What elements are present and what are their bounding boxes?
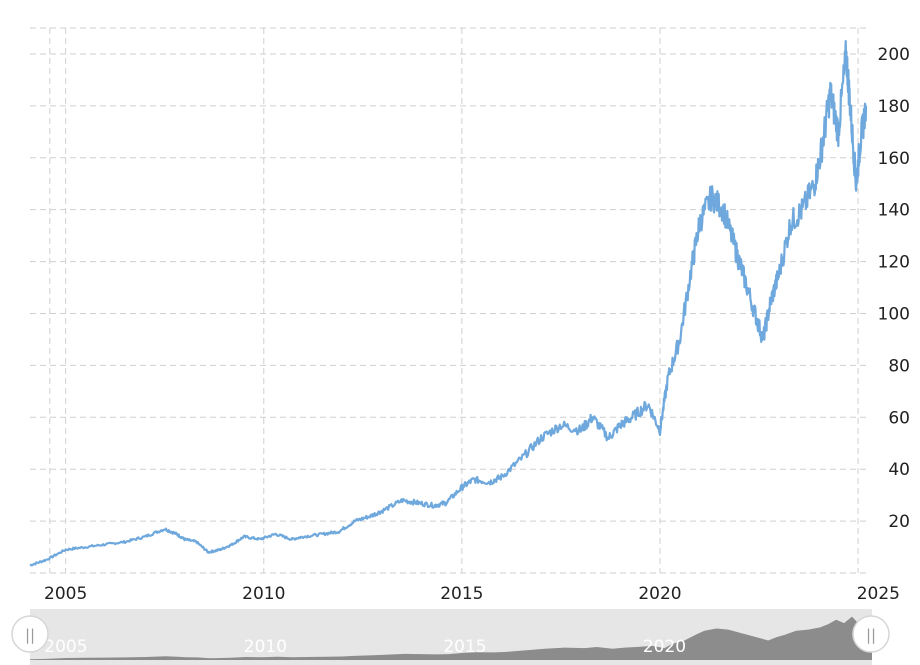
y-tick-label: 100 xyxy=(878,304,910,324)
price-line xyxy=(29,40,868,567)
x-tick-label: 2020 xyxy=(638,584,681,604)
y-tick-label: 60 xyxy=(888,408,910,428)
left-handle-knob[interactable] xyxy=(11,615,49,653)
navigator-year-label: 2010 xyxy=(244,637,287,657)
navigator-labels: 2005 2010 2015 2020 xyxy=(44,637,686,657)
x-tick-label: 2025 xyxy=(857,584,900,604)
navigator-year-label: 2020 xyxy=(643,637,686,657)
navigator-year-label: 2015 xyxy=(443,637,486,657)
y-tick-label: 20 xyxy=(888,512,910,532)
right-handle-grip: || xyxy=(866,626,876,644)
grid-lines xyxy=(30,27,866,573)
x-tick-label: 2005 xyxy=(44,584,87,604)
y-tick-label: 180 xyxy=(878,97,910,117)
range-navigator[interactable]: 2005 2010 2015 2020 || || xyxy=(11,609,890,665)
y-tick-label: 200 xyxy=(878,45,910,65)
y-tick-label: 80 xyxy=(888,356,910,376)
y-tick-label: 160 xyxy=(878,149,910,169)
navigator-right-handle[interactable]: || xyxy=(852,615,890,653)
navigator-area xyxy=(30,616,872,660)
y-axis-ticks: 20 40 60 80 100 120 140 160 180 200 xyxy=(878,45,910,532)
left-handle-grip: || xyxy=(25,626,35,644)
navigator-year-label: 2005 xyxy=(44,637,87,657)
y-tick-label: 120 xyxy=(878,253,910,273)
y-tick-label: 40 xyxy=(888,460,910,480)
x-tick-label: 2015 xyxy=(440,584,483,604)
navigator-left-handle[interactable]: || xyxy=(11,615,49,653)
x-tick-label: 2010 xyxy=(242,584,285,604)
x-axis-ticks: 2005 2010 2015 2020 2025 xyxy=(44,584,900,604)
y-tick-label: 140 xyxy=(878,201,910,221)
right-handle-knob[interactable] xyxy=(852,615,890,653)
